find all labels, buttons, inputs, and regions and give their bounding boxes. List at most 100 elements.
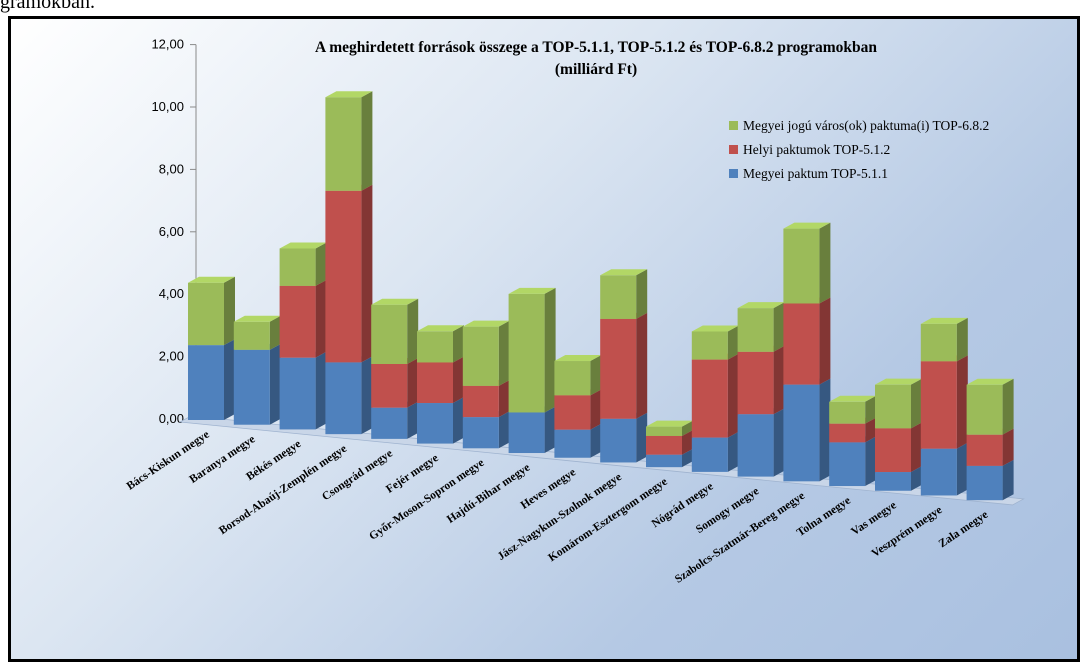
category-label: Vas megye bbox=[849, 499, 899, 538]
legend-swatch bbox=[729, 169, 738, 178]
bar-side-face bbox=[773, 302, 785, 352]
bar-front-face bbox=[646, 435, 682, 455]
bar-front-face bbox=[966, 465, 1003, 501]
bar-side-face bbox=[819, 222, 831, 304]
y-tick-label: 8,00 bbox=[159, 161, 184, 176]
bar-segment-megyei-jog-v-ros-ok-paktuma-i-top-6-8-2 bbox=[462, 320, 510, 386]
bar-side-face bbox=[727, 353, 739, 438]
bar-top-face bbox=[554, 355, 602, 362]
bar-front-face bbox=[829, 423, 866, 443]
bar-front-face bbox=[966, 434, 1003, 466]
bar-side-face bbox=[1002, 428, 1014, 466]
bar-segment-megyei-paktum-top-5-1-1 bbox=[233, 343, 281, 425]
bar-front-face bbox=[462, 326, 499, 386]
legend-entry-label: Megyei paktum TOP-5.1.1 bbox=[743, 166, 888, 181]
y-tick-label: 0,00 bbox=[159, 411, 184, 426]
bar-front-face bbox=[966, 384, 1003, 435]
bar-front-face bbox=[325, 190, 362, 363]
bar-front-face bbox=[875, 428, 911, 473]
bar-front-face bbox=[783, 384, 820, 482]
bar-side-face bbox=[361, 356, 373, 435]
bar-side-face bbox=[682, 420, 693, 436]
bar-segment-megyei-paktum-top-5-1-1 bbox=[279, 351, 327, 430]
bar-top-face bbox=[737, 302, 785, 309]
bar-front-face bbox=[600, 418, 637, 463]
bar-side-face bbox=[956, 317, 968, 362]
bar-segment-megyei-paktum-top-5-1-1 bbox=[783, 378, 831, 482]
y-tick-label: 4,00 bbox=[159, 286, 184, 301]
legend-swatch bbox=[729, 121, 738, 130]
bar-front-face bbox=[920, 448, 957, 496]
bar-segment-megyei-paktum-top-5-1-1 bbox=[829, 436, 877, 487]
bar-segment-megyei-jog-v-ros-ok-paktuma-i-top-6-8-2 bbox=[829, 395, 877, 424]
bar-top-face bbox=[829, 395, 877, 402]
bar-segment-megyei-paktum-top-5-1-1 bbox=[325, 356, 373, 435]
bar-side-face bbox=[773, 345, 785, 415]
bar-side-face bbox=[682, 429, 693, 455]
bar-segment-megyei-paktum-top-5-1-1 bbox=[600, 412, 648, 463]
bar-segment-megyei-jog-v-ros-ok-paktuma-i-top-6-8-2 bbox=[737, 302, 785, 352]
bar-side-face bbox=[911, 422, 922, 473]
bar-side-face bbox=[956, 442, 968, 496]
bar-top-face bbox=[920, 317, 968, 324]
bar-front-face bbox=[875, 384, 911, 429]
bar-front-face bbox=[417, 362, 453, 404]
bar-front-face bbox=[554, 361, 591, 396]
bar-front-face bbox=[920, 361, 957, 449]
bar-top-face bbox=[462, 320, 510, 327]
chart-title: A meghirdetett források összege a TOP-5.… bbox=[315, 39, 877, 78]
bar-side-face bbox=[498, 411, 510, 449]
bar-top-face bbox=[691, 325, 739, 332]
bar-segment-megyei-jog-v-ros-ok-paktuma-i-top-6-8-2 bbox=[920, 317, 968, 362]
page-caption-fragment: gramokban. bbox=[0, 0, 95, 13]
bar-front-face bbox=[233, 321, 270, 350]
bar-front-face bbox=[325, 362, 362, 435]
bar-segment-megyei-jog-v-ros-ok-paktuma-i-top-6-8-2 bbox=[554, 355, 602, 396]
bar-side-face bbox=[636, 412, 648, 463]
bar-top-face bbox=[875, 378, 922, 385]
bar-top-face bbox=[233, 315, 281, 322]
bar-segment-megyei-jog-v-ros-ok-paktuma-i-top-6-8-2 bbox=[417, 325, 464, 363]
bar-front-face bbox=[737, 308, 774, 352]
bar-front-face bbox=[233, 349, 270, 425]
legend-entry-label: Megyei jogú város(ok) paktuma(i) TOP-6.8… bbox=[743, 118, 989, 133]
bar-front-face bbox=[417, 331, 453, 363]
bar-segment-helyi-paktumok-top-5-1-2 bbox=[737, 345, 785, 415]
bar-side-face bbox=[269, 343, 281, 425]
y-tick-label: 10,00 bbox=[151, 99, 184, 114]
bar-front-face bbox=[737, 414, 774, 477]
bar-front-face bbox=[600, 318, 637, 419]
bar-front-face bbox=[600, 275, 637, 319]
bar-front-face bbox=[737, 351, 774, 415]
bar-side-face bbox=[956, 355, 968, 449]
bar-side-face bbox=[590, 423, 602, 458]
bar-side-face bbox=[636, 312, 648, 419]
bar-side-face bbox=[590, 389, 602, 430]
bar-side-face bbox=[224, 276, 235, 346]
bar-front-face bbox=[508, 412, 545, 454]
bar-side-face bbox=[407, 357, 419, 408]
bar-front-face bbox=[646, 454, 682, 468]
bar-side-face bbox=[727, 325, 739, 360]
bar-front-face bbox=[829, 401, 866, 424]
bar-front-face bbox=[691, 331, 728, 360]
bar-side-face bbox=[498, 379, 510, 418]
bar-side-face bbox=[773, 408, 785, 477]
bar-side-face bbox=[361, 184, 373, 363]
bar-side-face bbox=[636, 269, 648, 319]
bar-segment-helyi-paktumok-top-5-1-2 bbox=[279, 279, 327, 358]
bar-segment-helyi-paktumok-top-5-1-2 bbox=[691, 353, 739, 438]
bars bbox=[178, 91, 1025, 506]
bar-segment-helyi-paktumok-top-5-1-2 bbox=[920, 355, 968, 449]
bar-side-face bbox=[453, 325, 464, 363]
bar-side-face bbox=[682, 448, 693, 468]
legend-entry-label: Helyi paktumok TOP-5.1.2 bbox=[743, 142, 890, 157]
bar-top-face bbox=[417, 325, 464, 332]
bar-side-face bbox=[544, 406, 556, 454]
bar-side-face bbox=[911, 378, 922, 429]
y-axis: 0,00 2,00 4,00 6,00 8,00 10,00 12,00 bbox=[151, 37, 197, 426]
bar-side-face bbox=[911, 466, 922, 491]
bar-segment-megyei-paktum-top-5-1-1 bbox=[737, 408, 785, 477]
bar-side-face bbox=[865, 395, 877, 424]
y-tick-label: 2,00 bbox=[159, 349, 184, 364]
